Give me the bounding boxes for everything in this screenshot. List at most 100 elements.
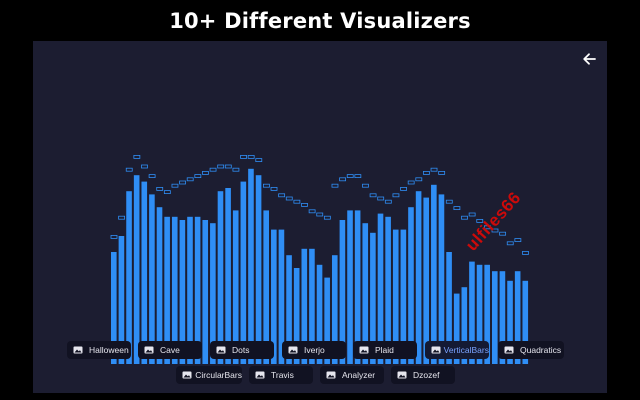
visualizer-peak-cap [453, 206, 461, 211]
visualizer-peak-cap [179, 180, 186, 185]
visualizer-peak-cap [461, 215, 468, 220]
visualizer-chip-label: Travis [271, 370, 294, 380]
visualizer-bar [202, 220, 209, 364]
visualizer-bar [331, 255, 338, 364]
visualizer-bar [126, 191, 132, 364]
visualizer-peak-cap [186, 177, 194, 182]
visualizer-bar [255, 175, 262, 364]
visualizer-bar [240, 181, 247, 364]
image-icon-wrapper [431, 346, 441, 354]
image-icon [255, 371, 265, 379]
visualizer-bar [133, 175, 140, 364]
visualizer-bar [499, 271, 506, 364]
visualizer-peak-cap [430, 167, 438, 172]
image-icon-wrapper [397, 371, 407, 379]
visualizer-peak-cap [194, 174, 202, 179]
visualizer-peak-cap [293, 199, 301, 204]
visualizer-peak-cap [346, 174, 354, 179]
visualizer-bar [271, 229, 277, 364]
visualizer-bar [293, 268, 300, 364]
visualizer-peak-cap [308, 209, 316, 214]
visualizer-bar [111, 252, 117, 364]
back-button[interactable] [577, 47, 601, 71]
visualizer-chip-plaid[interactable]: Plaid [353, 341, 417, 359]
visualizer-peak-cap [483, 225, 491, 230]
visualizer-peak-cap [384, 199, 392, 204]
image-icon [397, 371, 407, 379]
visualizer-peak-cap [125, 167, 133, 172]
visualizer-bar [194, 216, 201, 364]
visualizer-chip-halloween[interactable]: Halloween [67, 341, 131, 359]
visualizer-bar [248, 168, 254, 364]
visualizer-peak-cap [255, 158, 263, 162]
visualizer-bar [423, 197, 430, 364]
visualizer-bar [415, 191, 422, 364]
visualizer-peak-cap [400, 186, 407, 191]
visualizer-peak-cap [392, 193, 400, 198]
visualizer-peak-cap [506, 241, 514, 246]
visualizer-bar [492, 271, 498, 364]
visualizer-bar [362, 223, 369, 364]
visualizer-bar [301, 248, 308, 364]
visualizer-chip-quadratics[interactable]: Quadratics [498, 341, 564, 359]
visualizer-chip-analyzer[interactable]: Analyzer [320, 366, 384, 384]
visualizer-bar [210, 223, 216, 364]
visualizer-peak-cap [247, 155, 255, 159]
visualizer-bar [164, 216, 170, 364]
visualizer-chip-iverjo[interactable]: Iverjo [282, 341, 346, 359]
visualizer-bar [179, 220, 186, 364]
visualizer-peak-cap [118, 215, 126, 220]
visualizer-peak-cap [423, 170, 430, 175]
visualizer-peak-cap [522, 250, 529, 255]
visualizer-chip-circularbars[interactable]: CircularBars [176, 366, 242, 384]
visualizer-bar [316, 264, 323, 364]
visualizer-peak-cap [270, 186, 278, 191]
visualizer-chip-dots[interactable]: Dots [210, 341, 274, 359]
visualizer-peak-cap [202, 170, 209, 175]
visualizer-bar [431, 184, 437, 364]
visualizer-chip-dzozef[interactable]: Dzozef [391, 366, 455, 384]
visualizer-chip-cave[interactable]: Cave [138, 341, 202, 359]
visualizer-peak-cap [232, 167, 240, 172]
image-icon [359, 346, 369, 354]
visualizer-bar [232, 210, 239, 364]
visualizer-bar [118, 236, 125, 364]
arrow-left-icon [583, 53, 596, 65]
visualizer-bar [484, 264, 490, 364]
visualizer-bar [522, 280, 529, 364]
visualizer-peak-cap [240, 155, 247, 159]
visualizer-bar [377, 213, 384, 364]
image-icon-wrapper [359, 346, 369, 354]
visualizer-bar [408, 207, 414, 364]
visualizer-peak-cap [491, 228, 499, 233]
visualizer-bar [171, 216, 178, 364]
visualizer-bar [225, 188, 231, 364]
visualizer-peak-cap [407, 180, 415, 185]
visualizer-bar [309, 248, 315, 364]
visualizer-peak-cap [369, 193, 377, 198]
visualizer-peak-cap [209, 167, 217, 172]
visualizer-chip-label: VerticalBars [443, 345, 489, 355]
visualizer-bar [286, 255, 292, 364]
visualizer-bar [469, 261, 475, 364]
image-icon-wrapper [504, 346, 514, 354]
visualizer-chip-label: Iverjo [304, 345, 325, 355]
visualizer-bar [354, 210, 361, 364]
visualizer-chip-travis[interactable]: Travis [249, 366, 313, 384]
image-icon-wrapper [216, 346, 226, 354]
visualizer-peak-cap [301, 202, 308, 207]
visualizer-peak-cap [468, 212, 476, 217]
visualizer-bar [187, 216, 193, 364]
visualizer-peak-cap [476, 218, 484, 223]
visualizer-chip-verticalbars[interactable]: VerticalBars [425, 341, 489, 359]
image-icon-wrapper [182, 371, 192, 379]
image-icon [326, 371, 336, 379]
visualizer-peak-cap [377, 196, 385, 201]
visualizer-bar [324, 277, 330, 364]
visualizer-bar [476, 264, 483, 364]
visualizer-bar [438, 194, 445, 364]
visualizer-bar [370, 232, 376, 364]
visualizer-chip-label: Analyzer [342, 370, 376, 380]
visualizer-peak-cap [445, 199, 453, 204]
page-headline: 10+ Different Visualizers [169, 9, 471, 33]
